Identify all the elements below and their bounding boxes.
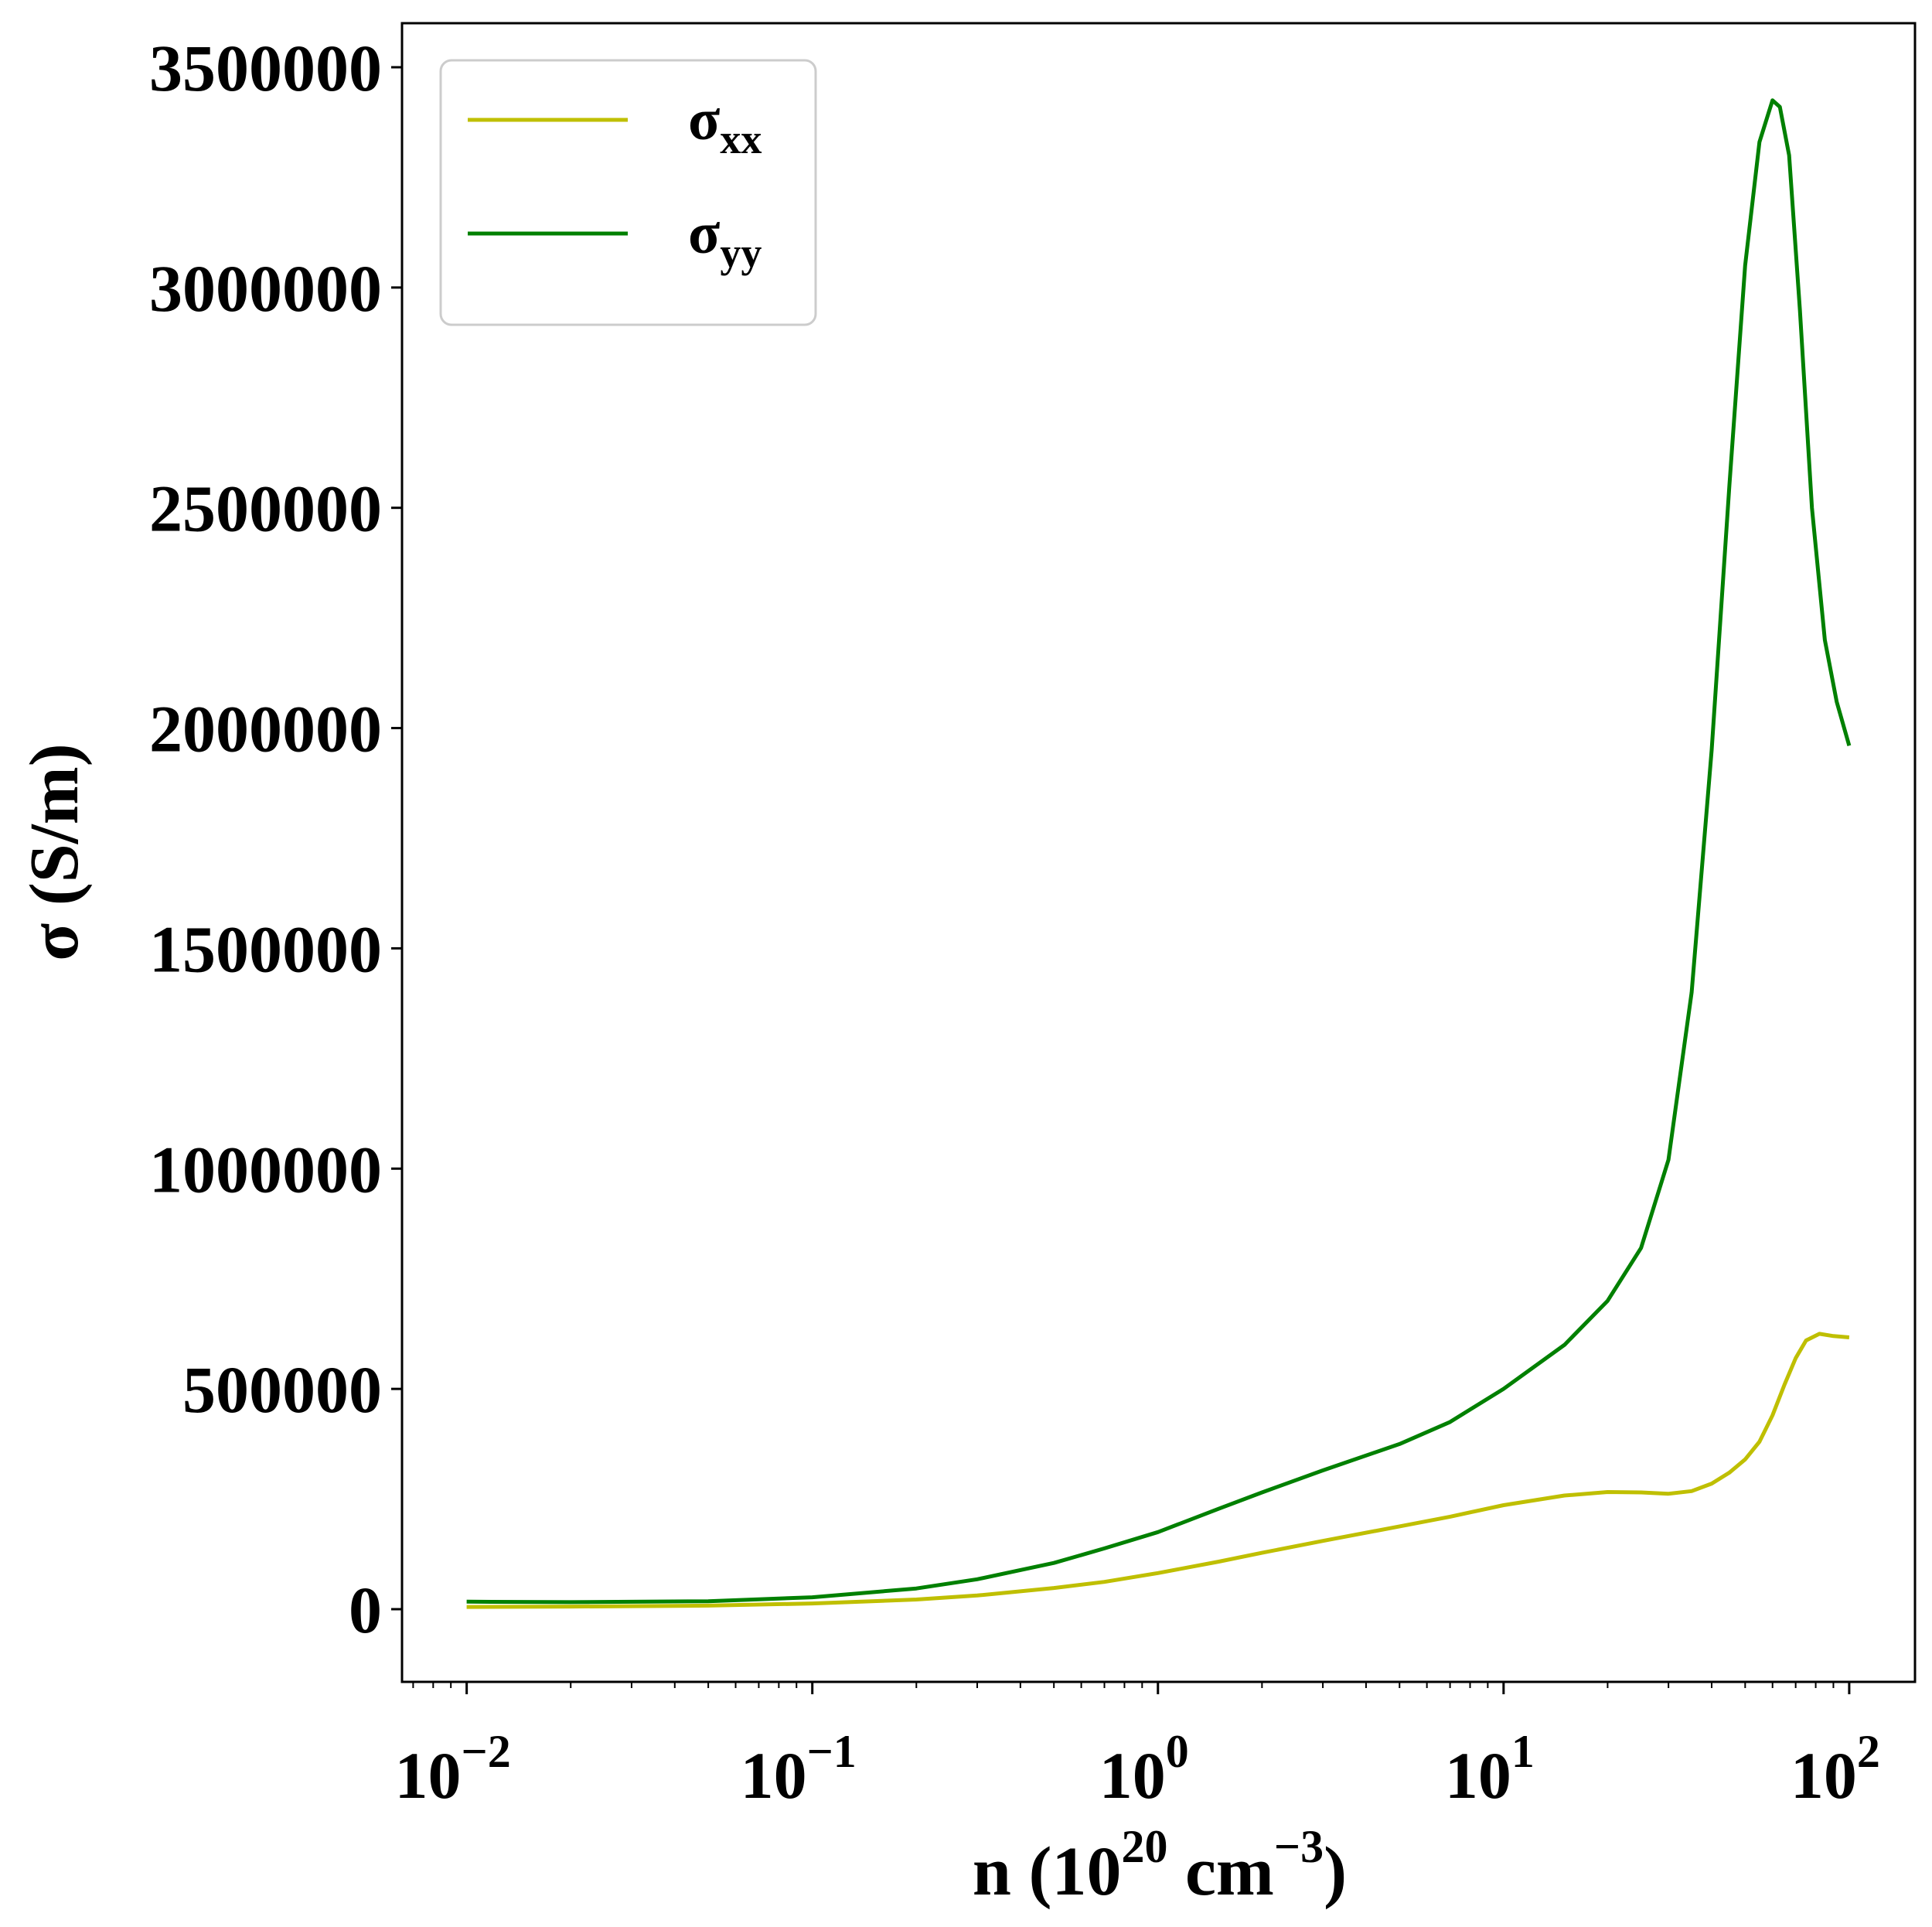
x-tick-label: 10−1 bbox=[741, 1726, 857, 1813]
y-tick-label: 2500000 bbox=[149, 472, 382, 546]
y-tick-label: 0 bbox=[349, 1573, 382, 1647]
y-tick-label: 3000000 bbox=[149, 251, 382, 326]
x-tick-label: 101 bbox=[1445, 1726, 1535, 1813]
y-axis-title: σ (S/m) bbox=[16, 743, 93, 960]
legend: σxx σyy bbox=[439, 59, 817, 326]
series-layer bbox=[466, 98, 1852, 1609]
x-axis-ticks: 10−2 10−1 100 101 102 bbox=[395, 1682, 1880, 1813]
x-tick-label: 102 bbox=[1791, 1726, 1880, 1813]
series-line-σxx bbox=[466, 1332, 1850, 1609]
y-axis-ticks: 0 500000 1000000 1500000 2000000 2500000 30000… bbox=[149, 31, 402, 1647]
y-tick-label: 3500000 bbox=[149, 31, 382, 105]
y-tick-label: 1500000 bbox=[149, 912, 382, 986]
y-tick-label: 2000000 bbox=[149, 692, 382, 766]
series-line-σyy bbox=[466, 98, 1852, 1605]
x-tick-label: 10−2 bbox=[395, 1726, 511, 1813]
legend-label-sigma-yy: σyy bbox=[688, 201, 762, 276]
y-tick-label: 1000000 bbox=[149, 1132, 382, 1206]
legend-label-sigma-xx: σxx bbox=[688, 87, 762, 162]
y-tick-label: 500000 bbox=[182, 1352, 382, 1427]
x-tick-label: 100 bbox=[1099, 1726, 1189, 1813]
legend-box bbox=[439, 59, 817, 326]
plot-frame bbox=[400, 22, 1917, 1683]
x-axis-title: n (1020 cm−3) bbox=[973, 1821, 1347, 1910]
